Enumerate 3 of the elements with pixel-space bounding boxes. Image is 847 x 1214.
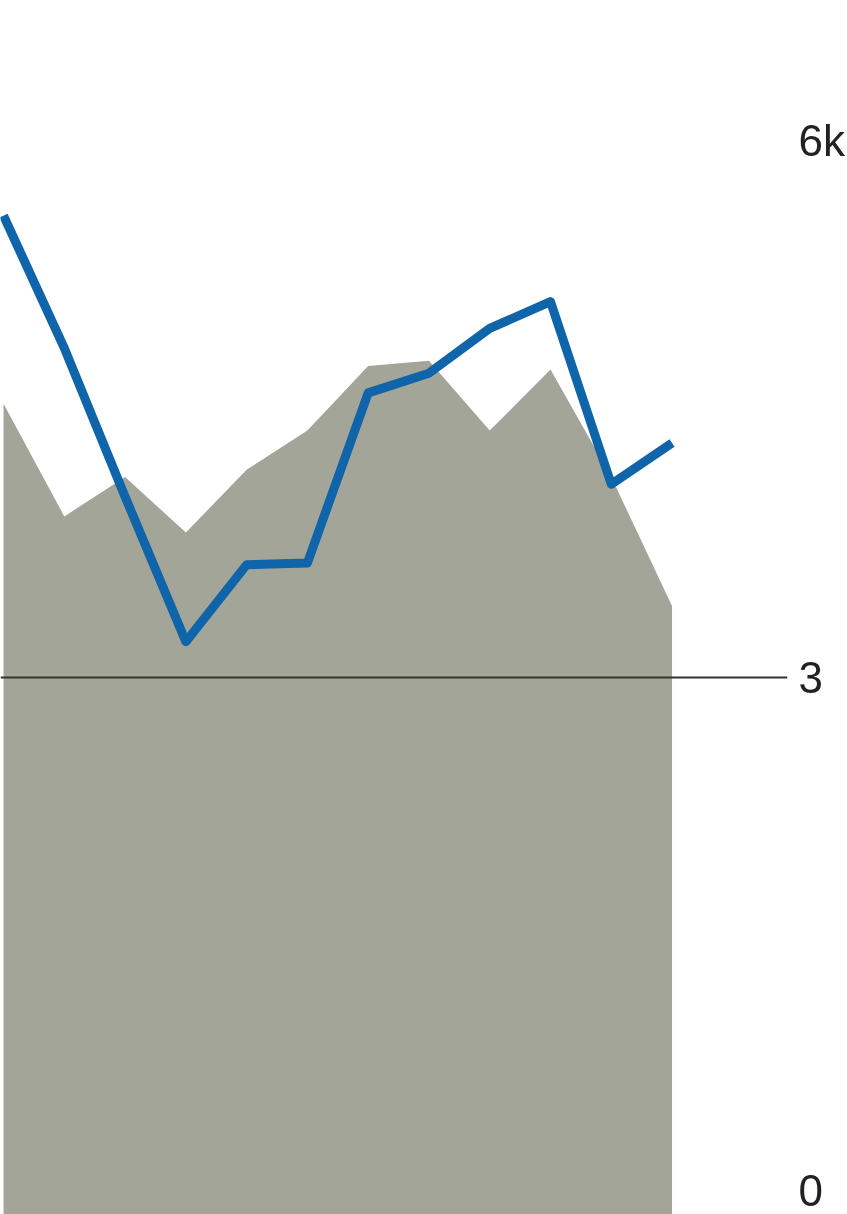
y-tick-label: 0 [798,1165,823,1214]
y-tick-label: 3 [798,653,823,702]
y-tick-label: 6k [798,116,846,165]
